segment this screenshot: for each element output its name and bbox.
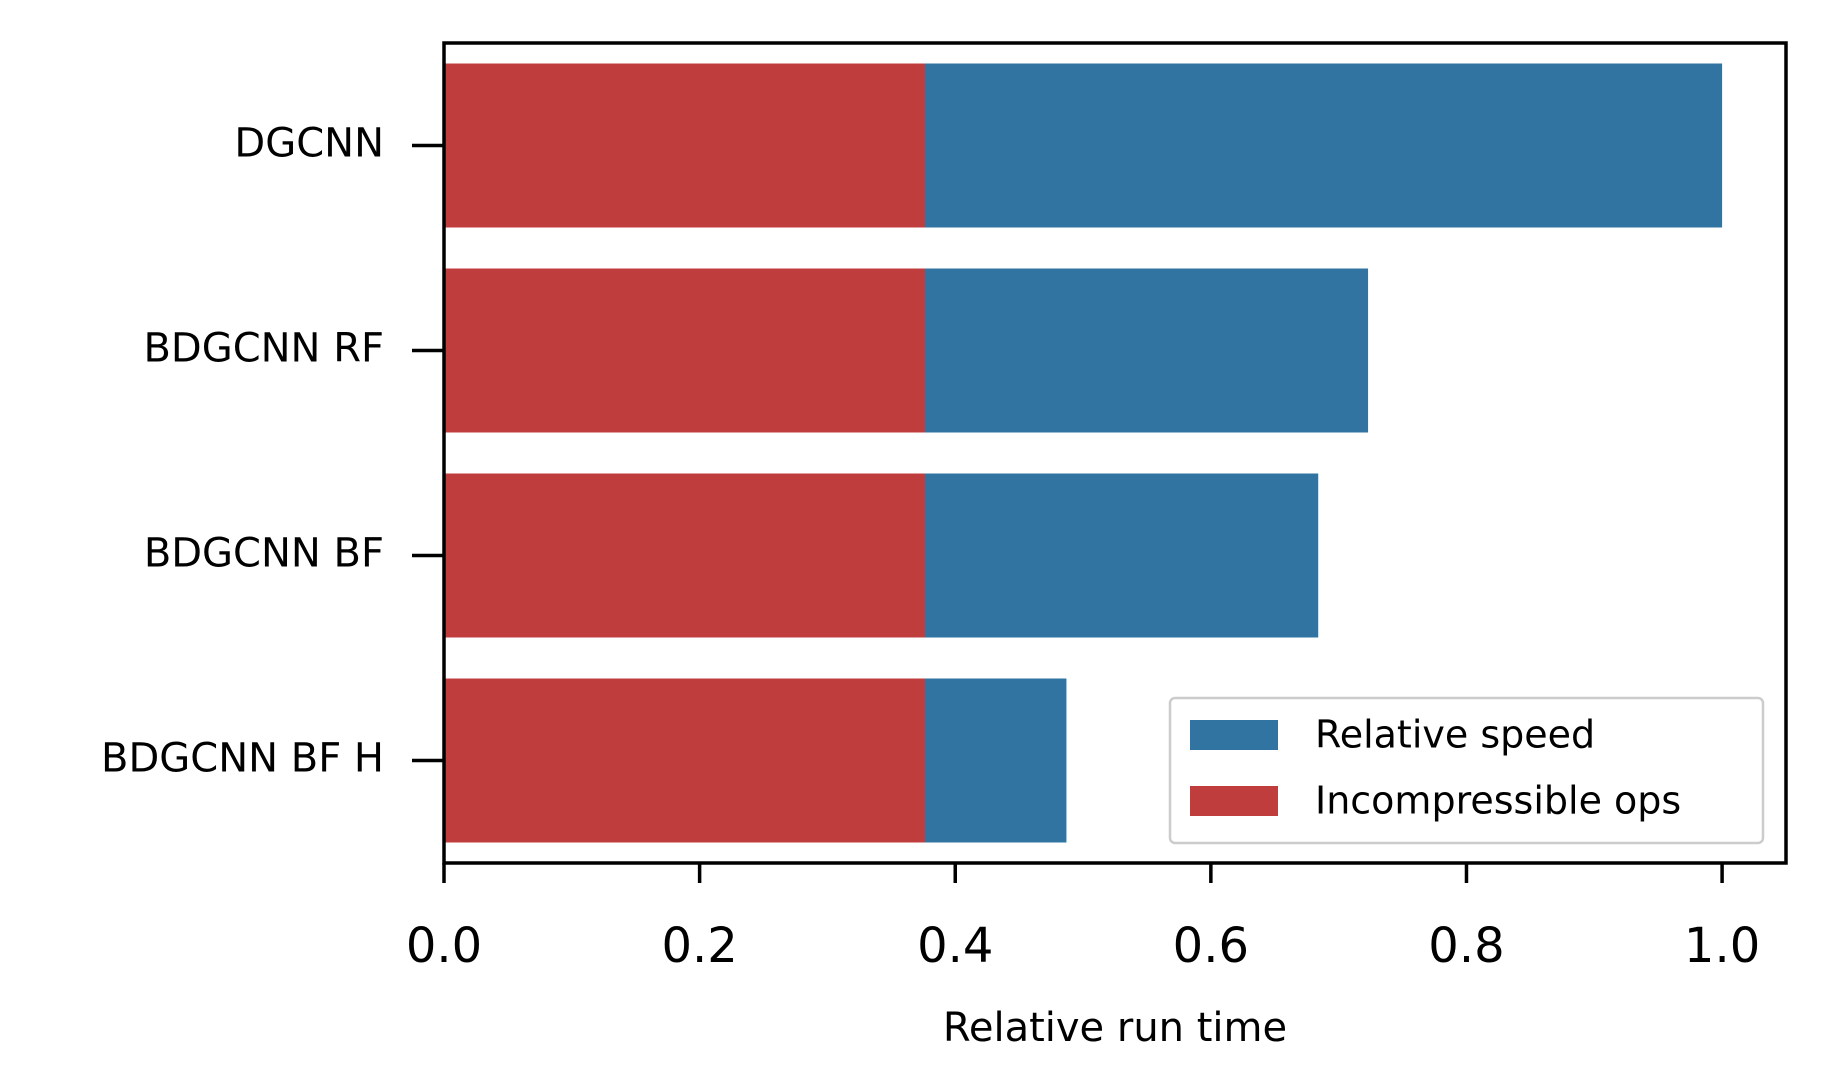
bar bbox=[444, 268, 925, 433]
y-tick-label: BDGCNN BF bbox=[144, 531, 384, 577]
x-tick-label: 0.2 bbox=[661, 918, 737, 974]
x-axis-label: Relative run time bbox=[943, 1005, 1287, 1051]
legend-label: Incompressible ops bbox=[1315, 779, 1681, 823]
y-tick-label: BDGCNN RF bbox=[143, 326, 384, 372]
bar bbox=[444, 63, 925, 228]
x-tick-label: 1.0 bbox=[1684, 918, 1760, 974]
bar bbox=[444, 678, 925, 843]
legend-label: Relative speed bbox=[1315, 713, 1595, 757]
bar bbox=[444, 473, 925, 638]
x-tick-label: 0.0 bbox=[406, 918, 482, 974]
legend-frame bbox=[1168, 696, 1765, 845]
y-tick-label: BDGCNN BF H bbox=[101, 736, 384, 782]
x-tick-label: 0.4 bbox=[917, 918, 993, 974]
legend-swatch bbox=[1190, 786, 1278, 816]
x-tick-label: 0.6 bbox=[1173, 918, 1249, 974]
legend: Relative speed Incompressible ops bbox=[1168, 696, 1765, 845]
legend-swatch bbox=[1190, 720, 1278, 750]
plot-frame bbox=[442, 41, 1788, 865]
y-tick-label: DGCNN bbox=[234, 121, 384, 167]
x-tick-label: 0.8 bbox=[1428, 918, 1504, 974]
